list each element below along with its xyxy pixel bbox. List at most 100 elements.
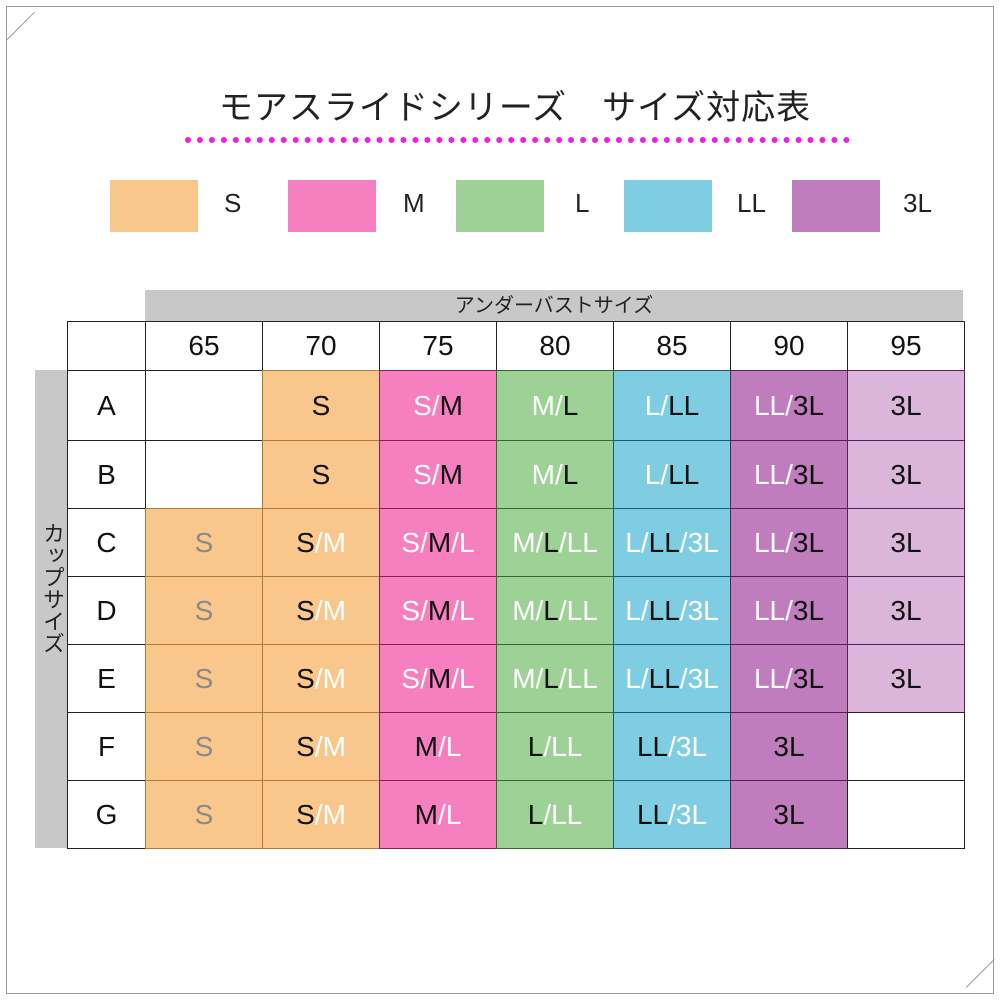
table-cell: 3L xyxy=(847,370,965,441)
row-group-label: カップサイズ xyxy=(39,522,64,654)
legend-label: 3L xyxy=(903,188,932,218)
size-label: S xyxy=(413,389,432,421)
table-cell: LL/3L xyxy=(730,508,848,577)
corner-cell xyxy=(67,321,146,371)
size-label: M xyxy=(531,458,555,490)
size-label: L xyxy=(562,389,579,421)
separator: / xyxy=(668,730,676,762)
table-cell: S / M / L xyxy=(379,508,497,577)
separator: / xyxy=(431,389,440,421)
size-label: LL xyxy=(648,594,680,626)
size-label: 3L xyxy=(687,526,719,558)
row-header: A xyxy=(67,370,146,441)
size-label: 3L xyxy=(792,594,825,626)
size-label: L xyxy=(459,594,475,626)
table-cell: LL/3L xyxy=(730,644,848,713)
legend-swatch-s xyxy=(110,180,198,232)
separator: / xyxy=(437,730,446,762)
size-label: S xyxy=(311,389,331,421)
size-label: S xyxy=(194,730,214,762)
legend-swatch-m xyxy=(288,180,376,232)
size-label: L xyxy=(459,526,475,558)
size-label: S xyxy=(296,594,315,626)
size-label: L xyxy=(543,526,559,558)
separator: / xyxy=(640,526,649,558)
size-label: S xyxy=(401,526,421,558)
separator: / xyxy=(535,594,544,626)
column-group-header: アンダーバストサイズ xyxy=(145,290,963,321)
table-cell xyxy=(145,440,263,509)
row-header: G xyxy=(67,780,146,849)
separator: / xyxy=(785,458,793,490)
separator: / xyxy=(431,458,440,490)
size-label: 3L xyxy=(792,526,825,558)
size-label: 3L xyxy=(890,594,922,626)
separator: / xyxy=(660,458,669,490)
table-cell: 3L xyxy=(730,780,848,849)
table-cell: 3L xyxy=(847,644,965,713)
size-label: L xyxy=(562,458,579,490)
separator: / xyxy=(660,389,669,421)
separator: / xyxy=(314,526,323,558)
table-cell: LL/3L xyxy=(613,712,731,781)
table-cell: S / M xyxy=(262,508,380,577)
size-label: L xyxy=(625,662,641,694)
table-cell: S / M xyxy=(379,440,497,509)
size-label: L xyxy=(459,662,475,694)
table-cell: S xyxy=(262,370,380,441)
legend-label: S xyxy=(224,188,242,218)
size-label: M xyxy=(512,594,536,626)
separator: / xyxy=(535,526,544,558)
table-cell: L / LL/3L xyxy=(613,576,731,645)
table-cell: S xyxy=(145,644,263,713)
separator: / xyxy=(785,526,793,558)
table-cell: S xyxy=(145,712,263,781)
separator: / xyxy=(558,526,567,558)
separator: / xyxy=(640,662,649,694)
separator: / xyxy=(420,662,428,694)
table-cell: S xyxy=(145,508,263,577)
legend-label: LL xyxy=(737,188,766,218)
size-label: M xyxy=(322,594,346,626)
size-label: L xyxy=(445,730,462,762)
size-label: S xyxy=(296,730,315,762)
table-cell: S / M / L xyxy=(379,576,497,645)
size-label: 3L xyxy=(792,389,825,421)
separator: / xyxy=(314,662,323,694)
table-cell: LL/3L xyxy=(730,370,848,441)
table-cell xyxy=(847,712,965,781)
size-label: M xyxy=(414,730,438,762)
size-label: S xyxy=(296,662,315,694)
separator: / xyxy=(554,389,563,421)
size-label: S xyxy=(194,798,214,830)
size-label: M xyxy=(439,458,463,490)
table-cell: M / L / LL xyxy=(496,576,614,645)
size-label: LL xyxy=(753,662,786,694)
separator: / xyxy=(679,526,688,558)
separator: / xyxy=(785,594,793,626)
table-cell: 3L xyxy=(847,508,965,577)
column-header: 80 xyxy=(496,321,614,371)
size-label: L xyxy=(644,389,661,421)
title-divider xyxy=(185,137,850,143)
table-cell: L / LL xyxy=(496,780,614,849)
table-cell: M / L xyxy=(496,370,614,441)
size-label: M xyxy=(322,662,346,694)
table-cell: S xyxy=(262,440,380,509)
separator: / xyxy=(785,662,793,694)
size-label: 3L xyxy=(890,389,922,421)
size-label: S xyxy=(296,798,315,830)
size-label: LL xyxy=(636,798,669,830)
size-label: LL xyxy=(636,730,669,762)
size-label: M xyxy=(512,662,536,694)
table-cell: S / M xyxy=(262,576,380,645)
separator: / xyxy=(668,798,676,830)
size-label: M xyxy=(414,798,438,830)
row-group-header xyxy=(35,370,67,848)
row-header: E xyxy=(67,644,146,713)
row-header: D xyxy=(67,576,146,645)
separator: / xyxy=(314,798,323,830)
table-cell: S xyxy=(145,576,263,645)
size-label: S xyxy=(194,662,214,694)
